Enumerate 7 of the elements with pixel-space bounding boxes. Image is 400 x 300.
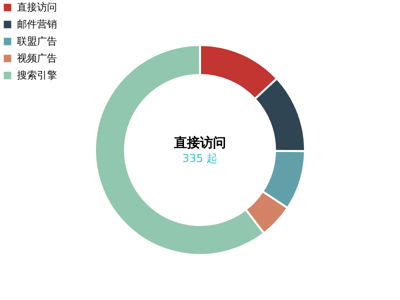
text: 335 起	[182, 152, 218, 165]
legend-label: 视频广告	[17, 52, 57, 64]
legend-label: 联盟广告	[17, 36, 57, 48]
legend-label: 搜索引擎	[17, 70, 57, 82]
legend-label: 直接访问	[17, 2, 57, 14]
legend-label: 邮件营销	[17, 18, 57, 30]
text: 直接访问	[173, 135, 226, 151]
